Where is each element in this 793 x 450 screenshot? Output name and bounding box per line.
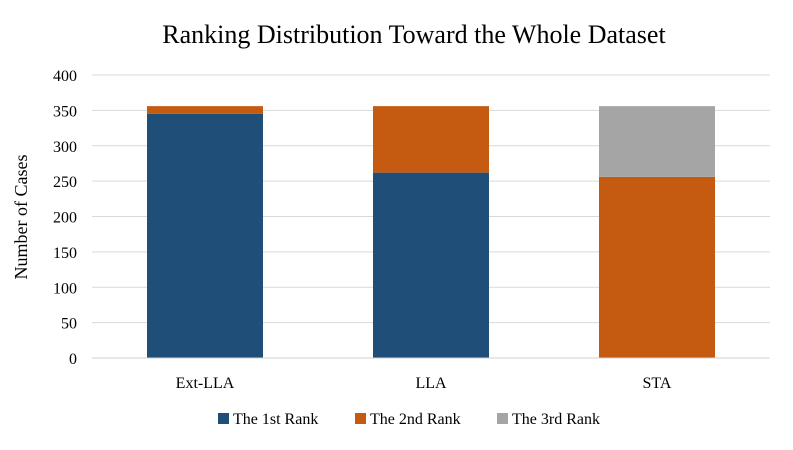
y-tick-label: 150 [53, 245, 77, 262]
legend: The 1st Rank The 2nd Rank The 3rd Rank [218, 411, 600, 428]
x-tick-label: LLA [415, 375, 447, 392]
x-tick-label: STA [643, 375, 672, 392]
chart-title: Ranking Distribution Toward the Whole Da… [162, 20, 666, 49]
y-tick-label: 200 [53, 210, 77, 227]
y-axis-label: Number of Cases [11, 155, 31, 280]
y-tick-label: 100 [53, 280, 77, 297]
bar-lla-series-1 [373, 172, 489, 358]
bar-ext-lla-series-1 [147, 113, 263, 358]
legend-label: The 2nd Rank [370, 411, 461, 428]
y-tick-label: 0 [69, 351, 77, 368]
y-tick-label: 400 [53, 68, 77, 85]
y-tick-label: 50 [61, 316, 77, 333]
bar-sta-series-2 [599, 176, 715, 358]
bar-lla-series-2 [373, 106, 489, 173]
y-tick-label: 250 [53, 174, 77, 191]
y-axis-ticks: 0 50 100 150 200 250 300 350 400 [53, 68, 77, 368]
x-tick-label: Ext-LLA [176, 375, 235, 392]
bar-sta-series-3 [599, 106, 715, 177]
bars [147, 106, 715, 358]
legend-label: The 1st Rank [233, 411, 318, 428]
bar-ext-lla-series-2 [147, 106, 263, 114]
legend-swatch [355, 413, 366, 424]
legend-swatch [497, 413, 508, 424]
x-axis-ticks: Ext-LLA LLA STA [176, 375, 672, 392]
legend-label: The 3rd Rank [512, 411, 600, 428]
y-tick-label: 350 [53, 103, 77, 120]
y-tick-label: 300 [53, 139, 77, 156]
legend-swatch [218, 413, 229, 424]
